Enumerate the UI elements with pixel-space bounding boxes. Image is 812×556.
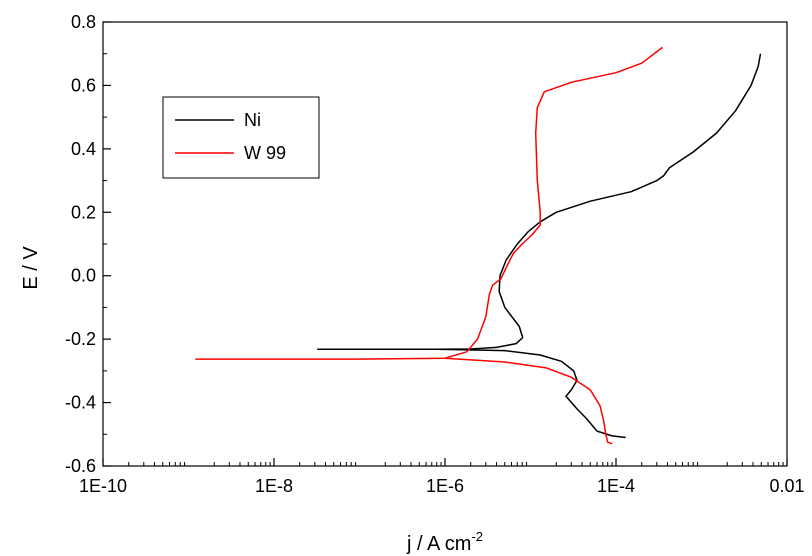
y-tick-label: 0.6 [71, 75, 96, 95]
legend-label-w99: W 99 [244, 143, 286, 163]
x-axis-label-exponent: -2 [471, 529, 483, 544]
x-tick-label: 1E-4 [597, 476, 635, 496]
x-tick-label: 0.01 [769, 476, 804, 496]
legend-label-ni: Ni [244, 110, 261, 130]
y-axis-label: E / V [20, 246, 42, 290]
y-tick-label: -0.4 [65, 393, 96, 413]
plot-frame [102, 21, 788, 467]
plot-area [102, 21, 788, 467]
series-ni-cathodic-branch [436, 348, 626, 439]
y-tick-label: -0.2 [65, 329, 96, 349]
y-tick-label: 0.8 [71, 12, 96, 32]
legend-box [162, 96, 320, 179]
series-w99-cathodic-branch [444, 357, 613, 445]
x-axis-label-main: j / A cm [406, 533, 471, 555]
y-axis: -0.6 -0.4 -0.2 0.0 0.2 0.4 0.6 0.8 [65, 12, 111, 476]
legend: Ni W 99 [162, 96, 320, 179]
x-tick-label: 1E-10 [79, 476, 127, 496]
series-w99-curve [195, 46, 663, 360]
series-ni-curve [317, 53, 762, 351]
y-tick-label: 0.2 [71, 202, 96, 222]
x-axis-label: j / A cm-2 [406, 529, 483, 555]
y-tick-label: 0.0 [71, 266, 96, 286]
y-tick-label: -0.6 [65, 456, 96, 476]
x-axis: 1E-10 1E-8 1E-6 1E-4 0.01 [79, 458, 805, 496]
y-tick-label: 0.4 [71, 139, 96, 159]
x-tick-label: 1E-6 [426, 476, 464, 496]
x-tick-label: 1E-8 [255, 476, 293, 496]
